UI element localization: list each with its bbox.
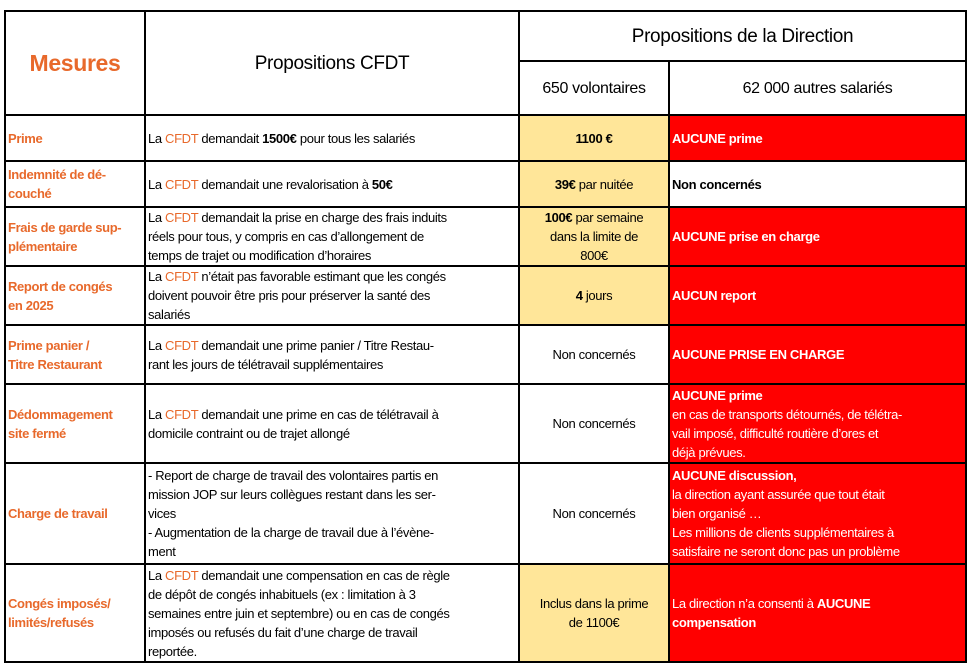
text-segment: AUCUNE PRISE EN CHARGE bbox=[672, 347, 845, 362]
autres-salaries-cell: AUCUNE PRISE EN CHARGE bbox=[668, 324, 967, 385]
volontaires-cell: 1100 € bbox=[518, 114, 670, 162]
table-row: Report de congés en 2025 La CFDT n’était … bbox=[4, 265, 967, 326]
text-segment: demandait la prise en charge des frais i… bbox=[148, 210, 447, 263]
text-segment: demandait une prime panier / Titre Resta… bbox=[148, 337, 434, 372]
text-segment: Non concernés bbox=[552, 416, 636, 431]
autres-salaries-cell: AUCUNE discussion, la direction ayant as… bbox=[668, 462, 967, 565]
text-segment: Inclus dans la prime de 1100€ bbox=[539, 596, 649, 630]
volontaires-cell: Non concernés bbox=[518, 462, 670, 565]
text-segment: pour tous les salariés bbox=[296, 130, 416, 146]
text-segment: en cas de transports détournés, de télét… bbox=[672, 406, 902, 460]
text-segment: jours bbox=[582, 288, 613, 303]
header-autres-salaries: 62 000 autres salariés bbox=[668, 60, 967, 116]
table-row: Dédommagement site fermé La CFDT demandai… bbox=[4, 383, 967, 464]
mesure-cell: Congés imposés/ limités/refusés bbox=[4, 563, 146, 663]
text-segment: La bbox=[148, 269, 166, 284]
text-segment: CFDT bbox=[165, 130, 199, 146]
text-segment: 100€ bbox=[544, 210, 573, 225]
volontaires-cell: 100€ par semaine dans la limite de 800€ bbox=[518, 206, 670, 267]
mesure-cell: Dédommagement site fermé bbox=[4, 383, 146, 464]
volontaires-cell: 4 jours bbox=[518, 265, 670, 326]
autres-salaries-cell: AUCUNE prime en cas de transports détour… bbox=[668, 383, 967, 464]
text-segment: par semaine dans la limite de 800€ bbox=[550, 210, 644, 263]
text-segment: CFDT bbox=[165, 176, 199, 192]
volontaires-cell: Non concernés bbox=[518, 324, 670, 385]
cfdt-proposal-cell: La CFDT demandait une prime panier / Tit… bbox=[144, 324, 520, 385]
table-row: Indemnité de dé- couché La CFDT demandait… bbox=[4, 160, 967, 208]
volontaires-cell: 39€ par nuitée bbox=[518, 160, 670, 208]
text-segment: Non concernés bbox=[672, 176, 762, 192]
text-segment: Non concernés bbox=[552, 506, 636, 521]
text-segment: CFDT bbox=[165, 210, 199, 225]
table-row: Frais de garde sup- plémentaire La CFDT d… bbox=[4, 206, 967, 267]
text-segment: La bbox=[148, 130, 166, 146]
text-segment: CFDT bbox=[165, 406, 199, 422]
text-segment: demandait une prime en cas de télétravai… bbox=[148, 406, 439, 441]
text-segment: La direction n’a consenti à bbox=[672, 596, 817, 611]
text-segment: CFDT bbox=[165, 567, 199, 583]
text-segment: CFDT bbox=[165, 269, 199, 284]
table-body: Prime La CFDT demandait 1500€ pour tous l… bbox=[4, 114, 967, 663]
text-segment: - Report de charge de travail des volont… bbox=[148, 468, 439, 559]
autres-salaries-cell: AUCUNE prime bbox=[668, 114, 967, 162]
cfdt-proposal-cell: La CFDT n’était pas favorable estimant q… bbox=[144, 265, 520, 326]
text-segment: La bbox=[148, 210, 166, 225]
cfdt-proposal-cell: La CFDT demandait 1500€ pour tous les sa… bbox=[144, 114, 520, 162]
text-segment: demandait une compensation en cas de règ… bbox=[148, 567, 450, 659]
mesure-cell: Frais de garde sup- plémentaire bbox=[4, 206, 146, 267]
text-segment: AUCUNE prise en charge bbox=[672, 229, 820, 244]
autres-salaries-cell: Non concernés bbox=[668, 160, 967, 208]
text-segment: AUCUNE compensation bbox=[672, 596, 871, 630]
autres-salaries-cell: La direction n’a consenti à AUCUNE compe… bbox=[668, 563, 967, 663]
cfdt-proposal-cell: La CFDT demandait une revalorisation à 5… bbox=[144, 160, 520, 208]
text-segment: n’était pas favorable estimant que les c… bbox=[148, 269, 446, 322]
text-segment: par nuitée bbox=[575, 176, 634, 192]
text-segment: CFDT bbox=[165, 337, 199, 353]
text-segment: 1500€ bbox=[262, 130, 297, 146]
text-segment: La bbox=[148, 176, 166, 192]
volontaires-cell: Inclus dans la prime de 1100€ bbox=[518, 563, 670, 663]
mesure-cell: Prime bbox=[4, 114, 146, 162]
text-segment: 1100 € bbox=[575, 130, 613, 146]
volontaires-cell: Non concernés bbox=[518, 383, 670, 464]
header-propositions-cfdt: Propositions CFDT bbox=[144, 10, 520, 116]
table-row: Prime panier / Titre Restaurant La CFDT d… bbox=[4, 324, 967, 385]
cfdt-proposal-cell: La CFDT demandait une compensation en ca… bbox=[144, 563, 520, 663]
text-segment: AUCUNE discussion, bbox=[672, 468, 797, 483]
text-segment: la direction ayant assurée que tout étai… bbox=[672, 487, 900, 559]
text-segment: demandait bbox=[198, 130, 263, 146]
text-segment: La bbox=[148, 406, 166, 422]
text-segment: AUCUNE prime bbox=[672, 387, 763, 403]
mesure-cell: Prime panier / Titre Restaurant bbox=[4, 324, 146, 385]
text-segment: 50€ bbox=[371, 176, 393, 192]
cfdt-proposal-cell: La CFDT demandait une prime en cas de té… bbox=[144, 383, 520, 464]
measures-comparison-table: Mesures Propositions CFDT Propositions d… bbox=[4, 10, 967, 663]
text-segment: Non concernés bbox=[552, 347, 636, 362]
table-row: Congés imposés/ limités/refusés La CFDT d… bbox=[4, 563, 967, 663]
header-propositions-direction: Propositions de la Direction bbox=[518, 10, 967, 62]
text-segment: La bbox=[148, 567, 166, 583]
text-segment: AUCUNE prime bbox=[672, 130, 763, 146]
header-mesures: Mesures bbox=[4, 10, 146, 116]
text-segment: demandait une revalorisation à bbox=[198, 176, 372, 192]
table-row: Charge de travail - Report de charge de t… bbox=[4, 462, 967, 565]
mesure-cell: Indemnité de dé- couché bbox=[4, 160, 146, 208]
text-segment: 39€ bbox=[554, 176, 576, 192]
text-segment: AUCUN report bbox=[672, 288, 756, 303]
cfdt-proposal-cell: - Report de charge de travail des volont… bbox=[144, 462, 520, 565]
text-segment: La bbox=[148, 337, 166, 353]
text-segment: 4 bbox=[575, 288, 583, 303]
cfdt-proposal-cell: La CFDT demandait la prise en charge des… bbox=[144, 206, 520, 267]
mesure-cell: Report de congés en 2025 bbox=[4, 265, 146, 326]
autres-salaries-cell: AUCUN report bbox=[668, 265, 967, 326]
autres-salaries-cell: AUCUNE prise en charge bbox=[668, 206, 967, 267]
mesure-cell: Charge de travail bbox=[4, 462, 146, 565]
header-650-volontaires: 650 volontaires bbox=[518, 60, 670, 116]
table-row: Prime La CFDT demandait 1500€ pour tous l… bbox=[4, 114, 967, 162]
